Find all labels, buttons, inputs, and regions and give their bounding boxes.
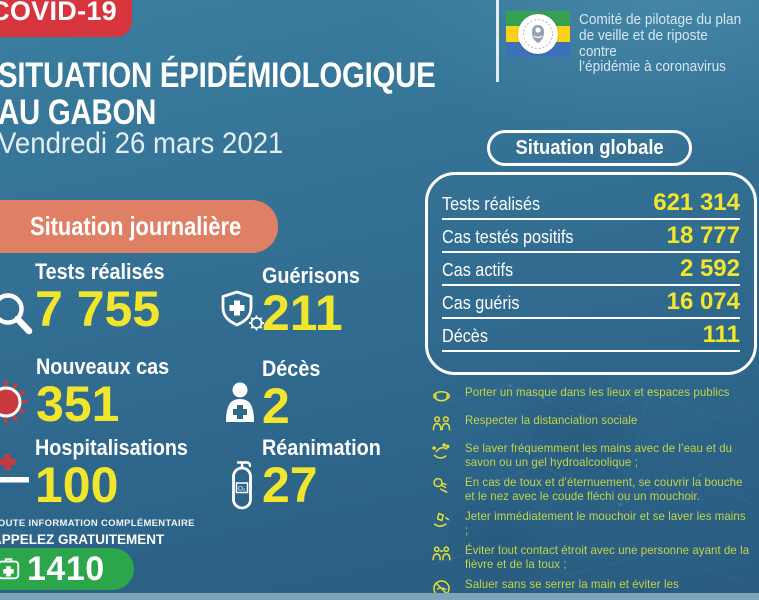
stat-value: 27 — [262, 457, 318, 513]
stat-value: 351 — [36, 376, 120, 432]
stat-label: Guérisons — [262, 263, 360, 288]
global-situation-heading-label: Situation globale — [515, 136, 664, 159]
stat-nouveaux-cas: Nouveaux cas 351 — [36, 354, 184, 432]
list-item: Se laver fréquemment les mains avec de l… — [431, 441, 759, 469]
table-row: Cas actifs 2 592 — [442, 253, 740, 286]
stat-value: 2 — [262, 378, 290, 434]
gabon-seal-emblem-icon — [523, 19, 553, 49]
table-row: Décès 111 — [442, 319, 740, 352]
row-label: Cas guéris — [442, 293, 520, 313]
table-row: Cas testés positifs 18 777 — [442, 220, 740, 253]
page-title: SITUATION ÉPIDÉMIOLOGIQUE AU GABON — [0, 56, 436, 132]
stat-hospitalisations: Hospitalisations 100 — [35, 435, 205, 513]
list-item: Respecter la distanciation sociale — [431, 413, 759, 435]
shield-cross-icon — [221, 290, 264, 331]
background-network-pattern — [429, 383, 756, 581]
global-situation-heading: Situation globale — [487, 130, 692, 166]
stat-guerisons: Guérisons 211 — [262, 263, 371, 341]
advice-text: Porter un masque dans les lieux et espac… — [465, 385, 730, 399]
list-item: En cas de toux et d’éternuement, se couv… — [431, 475, 759, 503]
committee-title: Comité de pilotage du plan de veille et … — [579, 12, 748, 76]
advice-text: Jeter immédiatement le mouchoir et se la… — [465, 509, 746, 537]
covid19-badge-label: COVID-19 — [0, 0, 117, 26]
table-row: Tests réalisés 621 314 — [442, 187, 740, 220]
avoid-contact-icon — [432, 546, 451, 561]
hotline-info-text: TOUTE INFORMATION COMPLÉMENTAIRE — [0, 518, 195, 529]
virus-icon — [0, 380, 28, 424]
list-item: Porter un masque dans les lieux et espac… — [431, 385, 759, 407]
hotline-number-pill: 1410 — [0, 548, 134, 590]
covid19-badge: COVID-19 — [0, 0, 132, 37]
stat-label: Nouveaux cas — [36, 354, 170, 379]
distancing-icon — [432, 416, 451, 431]
row-label: Cas actifs — [442, 260, 514, 280]
advice-text: En cas de toux et d’éternuement, se couv… — [465, 475, 743, 503]
daily-situation-heading-label: Situation journalière — [30, 211, 242, 241]
row-value: 16 074 — [666, 287, 740, 315]
stat-label: Réanimation — [262, 435, 381, 460]
hospital-bed-icon — [0, 454, 29, 483]
hand-washing-icon — [432, 443, 450, 459]
row-label: Cas testés positifs — [442, 227, 574, 247]
advice-text: Respecter la distanciation sociale — [465, 413, 638, 427]
advice-text: Éviter tout contact étroit avec une pers… — [465, 543, 750, 571]
row-label: Décès — [442, 326, 488, 346]
mask-icon — [433, 391, 450, 402]
row-value: 111 — [702, 320, 740, 348]
advice-text: Se laver fréquemment les mains avec de l… — [465, 441, 733, 469]
hotline-call-text: APPELEZ GRATUITEMENT — [0, 532, 165, 547]
first-aid-kit-icon — [0, 558, 20, 580]
stat-value: 211 — [262, 285, 343, 341]
gabon-seal — [518, 14, 558, 54]
committee-line: l’épidémie à coronavirus — [579, 59, 726, 76]
row-value: 2 592 — [679, 254, 740, 282]
committee-line: Comité de pilotage du plan — [579, 12, 742, 28]
stat-label: Tests réalisés — [35, 259, 165, 284]
tissue-icon — [433, 512, 450, 527]
daily-situation-heading: Situation journalière — [0, 200, 278, 253]
stat-label: Hospitalisations — [35, 435, 188, 460]
sneeze-icon — [433, 477, 448, 493]
stat-value: 100 — [35, 457, 119, 513]
row-label: Tests réalisés — [442, 194, 541, 214]
committee-line: de veille et de riposte contre — [579, 27, 708, 60]
row-value: 18 777 — [666, 221, 740, 249]
stat-reanimation: Réanimation 27 — [262, 435, 394, 513]
oxygen-tank-icon: O₂ — [232, 461, 252, 510]
prevention-advice-list: Porter un masque dans les lieux et espac… — [431, 385, 759, 600]
person-cross-icon — [226, 382, 254, 422]
bottom-edge-strip — [0, 593, 759, 600]
table-row: Cas guéris 16 074 — [442, 286, 740, 319]
hotline-number: 1410 — [27, 550, 105, 588]
stat-tests-realises: Tests réalisés 7 755 — [35, 259, 179, 337]
stat-deces: Décès 2 — [262, 356, 327, 434]
row-value: 621 314 — [653, 188, 740, 216]
magnifier-icon — [0, 293, 33, 335]
stat-value: 7 755 — [35, 281, 161, 337]
report-date: Vendredi 26 mars 2021 — [0, 127, 284, 160]
stat-label: Décès — [262, 356, 321, 381]
list-item: Éviter tout contact étroit avec une pers… — [431, 543, 759, 571]
header-divider — [496, 0, 499, 82]
oxygen-tank-o2-label: O₂ — [238, 486, 246, 493]
global-situation-table: Tests réalisés 621 314 Cas testés positi… — [425, 172, 757, 375]
page-title-line2: AU GABON — [0, 93, 157, 132]
list-item: Jeter immédiatement le mouchoir et se la… — [431, 509, 759, 537]
page-title-line1: SITUATION ÉPIDÉMIOLOGIQUE — [0, 56, 436, 95]
